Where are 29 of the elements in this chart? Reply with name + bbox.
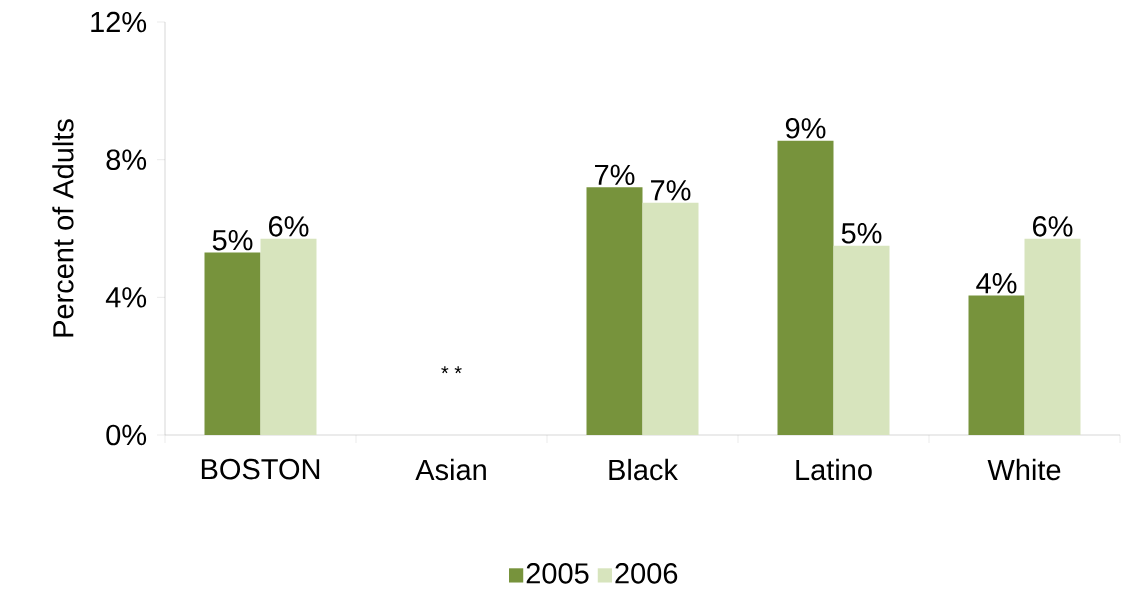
data-label: 5%	[841, 223, 882, 244]
y-axis-title: Percent of Adults	[52, 119, 74, 337]
x-tick-label: White	[987, 458, 1061, 481]
y-tick-label: 0%	[106, 424, 147, 446]
legend-label: 2005	[526, 563, 589, 584]
data-label: 6%	[1033, 216, 1073, 237]
data-label: 5%	[212, 229, 253, 251]
data-label: 6%	[269, 216, 309, 237]
bar	[968, 295, 1025, 435]
y-tick-label: 4%	[105, 287, 147, 308]
y-tick-label: 8%	[106, 149, 147, 170]
x-tick-label: Black	[609, 458, 678, 481]
bar	[1024, 238, 1081, 435]
bar	[204, 252, 261, 435]
bar	[833, 245, 890, 435]
x-tick-label: Asian	[415, 458, 486, 481]
annotation: * *	[441, 366, 462, 374]
data-label: 7%	[651, 180, 691, 201]
x-tick-label: Latino	[796, 458, 872, 481]
bar	[642, 202, 699, 435]
data-label: 4%	[976, 273, 1017, 294]
bar	[586, 187, 643, 435]
legend-label: 2006	[615, 563, 678, 584]
y-tick-label: 12%	[91, 11, 147, 33]
x-tick-label: BOSTON	[201, 458, 320, 480]
bar	[777, 140, 834, 435]
data-label: 7%	[595, 164, 635, 185]
data-label: 9%	[785, 118, 826, 139]
bar	[260, 238, 317, 435]
